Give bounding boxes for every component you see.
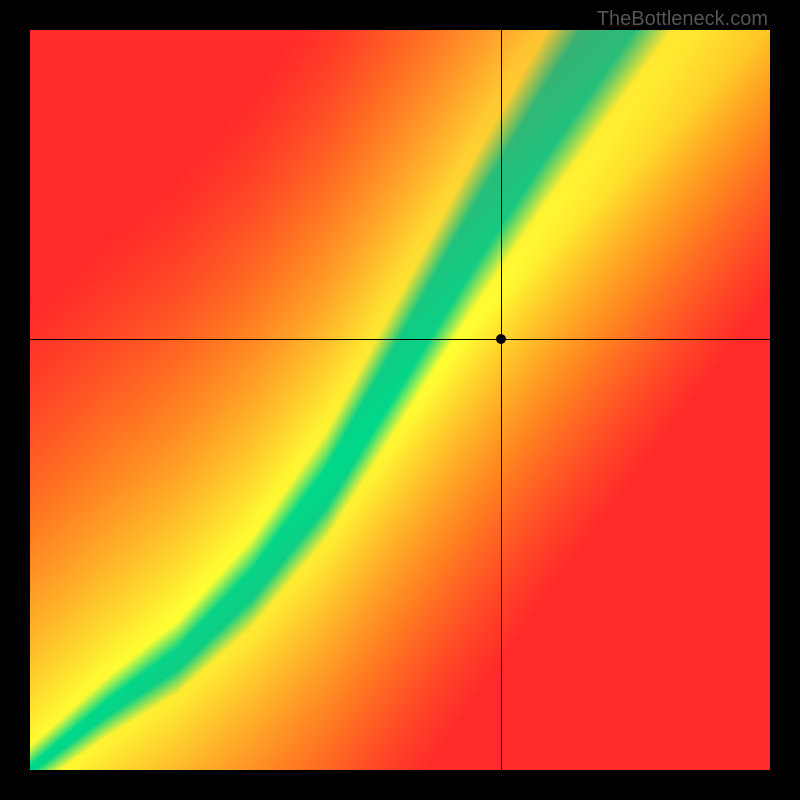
crosshair-horizontal (30, 339, 770, 340)
crosshair-vertical (501, 30, 502, 770)
heatmap-canvas (30, 30, 770, 770)
heatmap-plot (30, 30, 770, 770)
watermark-text: TheBottleneck.com (597, 8, 768, 31)
crosshair-marker (496, 334, 506, 344)
